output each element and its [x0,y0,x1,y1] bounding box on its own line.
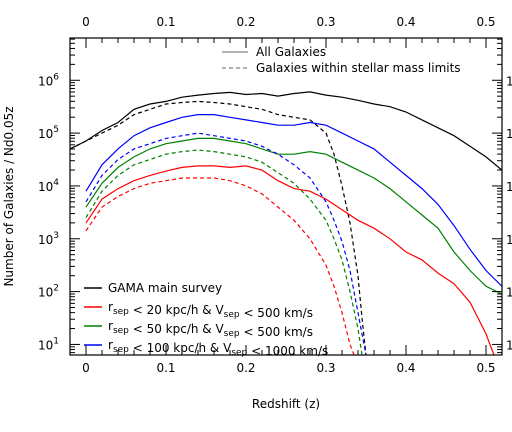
y-tick-label: 101 [38,336,59,352]
style-legend: All Galaxies Galaxies within stellar mass… [222,45,461,75]
y-tick-label-right: 105 [506,125,512,141]
series-line-0-solid [70,91,502,171]
x-tick-label: 0.1 [156,361,175,375]
x-tick-label-top: 0.5 [476,15,495,29]
x-tick-label-top: 0.2 [236,15,255,29]
y-tick-label: 105 [38,125,59,141]
style-legend-label: Galaxies within stellar mass limits [256,61,461,75]
x-axis-label: Redshift (z) [252,397,320,411]
series-legend-label: rsep < 20 kpc/h & Vsep < 500 km/s [108,300,313,320]
y-tick-label-right: 102 [506,284,512,300]
x-tick-label: 0 [82,361,90,375]
y-axis-label: Number of Galaxies / Nd0.05z [2,106,16,286]
x-tick-label: 0.4 [396,361,415,375]
x-tick-label: 0.3 [316,361,335,375]
y-tick-label: 106 [38,72,59,88]
series-line-7-dashed [85,132,367,355]
x-tick-label-top: 0.1 [156,15,175,29]
series-line-3-dashed [85,177,355,355]
series-line-1-dashed [70,100,367,355]
x-tick-label-top: 0 [82,15,90,29]
x-tick-label-top: 0.4 [396,15,415,29]
series-legend-label: rsep < 100 kpc/h & Vsep < 1000 km/s [108,338,328,358]
style-legend-label: All Galaxies [256,45,326,59]
x-tick-label: 0.2 [236,361,255,375]
y-tick-label: 104 [38,178,59,194]
series-legend-label: rsep < 50 kpc/h & Vsep < 500 km/s [108,319,313,339]
y-tick-label-right: 103 [506,231,512,247]
plot-frame [69,37,503,356]
y-tick-label-right: 104 [506,178,512,194]
series-line-5-dashed [85,149,363,355]
series-legend-label: GAMA main survey [108,281,222,295]
y-tick-label: 103 [38,231,59,247]
y-tick-label-right: 101 [506,336,512,352]
x-tick-label: 0.5 [476,361,495,375]
series-legend: GAMA main survey rsep < 20 kpc/h & Vsep <… [84,281,328,358]
series-line-2-solid [85,165,495,355]
ticks-layer: 0 0 0.1 0.1 0.2 0.2 0.3 0.3 0.4 0.4 0.5 0.5 101 101 10… [38,15,512,375]
series-line-4-solid [85,137,502,295]
y-tick-label: 102 [38,284,59,300]
y-tick-label-right: 106 [506,72,512,88]
series-layer [70,91,502,355]
series-line-6-solid [85,114,502,287]
x-tick-label-top: 0.3 [316,15,335,29]
